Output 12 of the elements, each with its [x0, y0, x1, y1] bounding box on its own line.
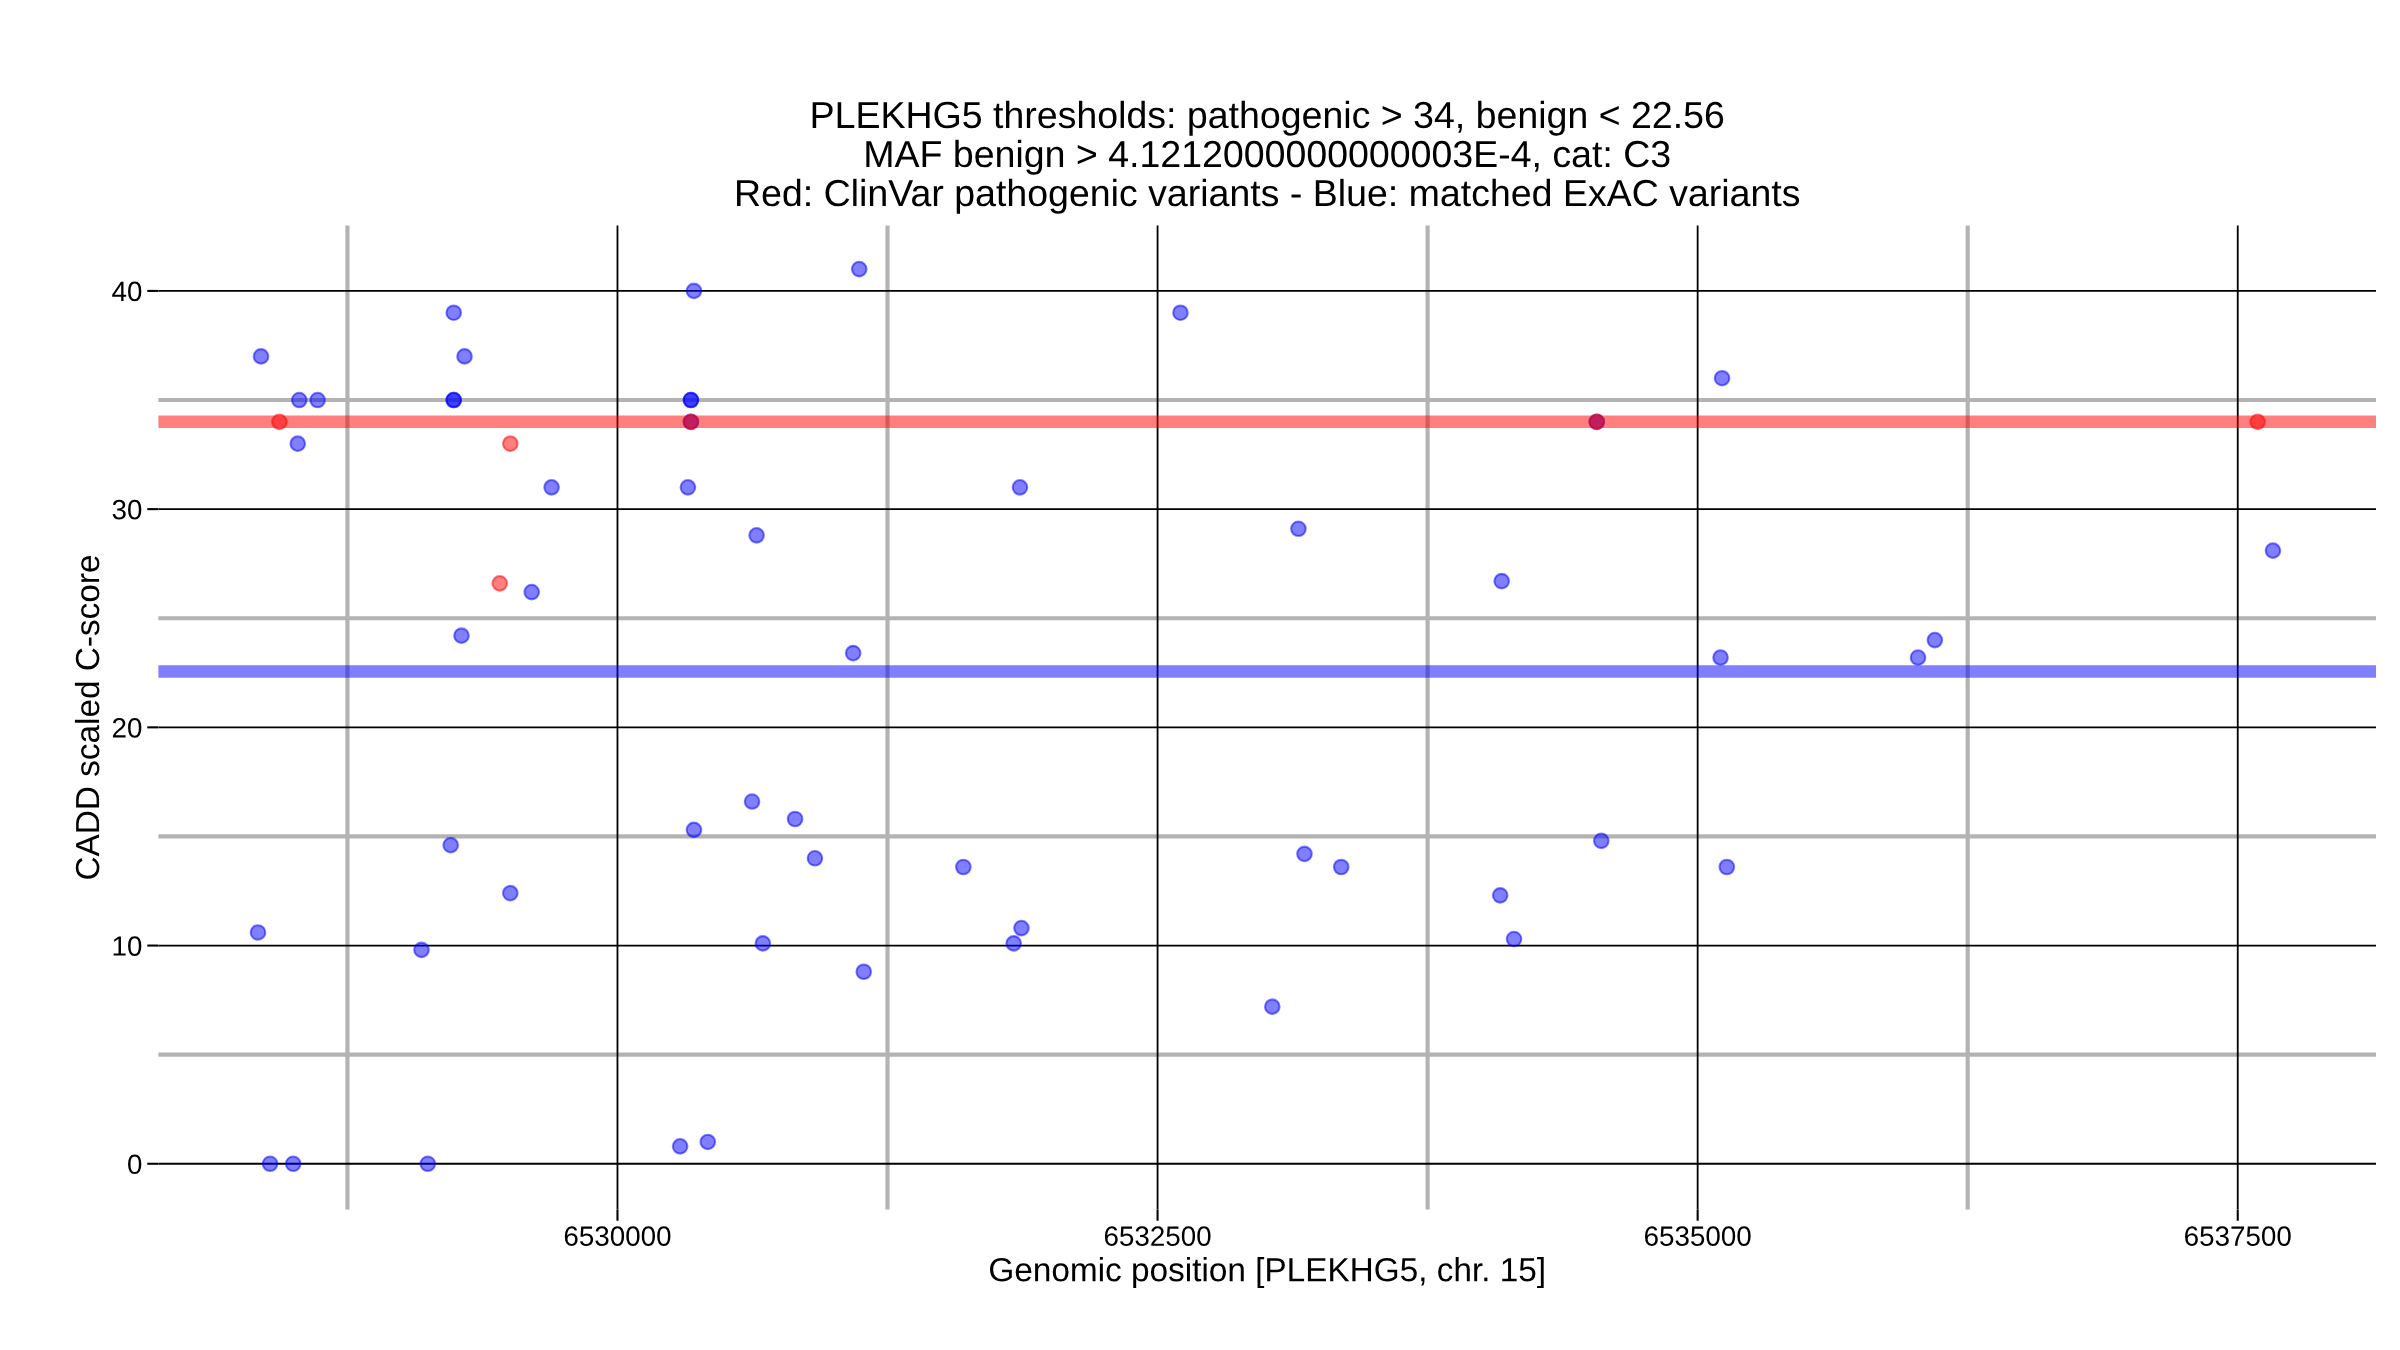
y-tick-label: 10	[113, 936, 142, 956]
x-tick-label: 6530000	[564, 1226, 671, 1246]
x-tick-label: 6537500	[2185, 1226, 2291, 1246]
y-tick-label: 30	[112, 499, 142, 520]
x-tick-label: 6532500	[1104, 1226, 1211, 1246]
y-tick-label: 20	[112, 718, 142, 738]
chart-title: PLEKHG5 thresholds: pathogenic > 34, benign < 22.56 MAF benign > 4.1212000000000003E-4, cat: C3 Red: ClinVar pathogenic variants - Blue: matched ExAC variants	[737, 100, 1800, 214]
x-axis-title: Genomic position [PLEKHG5, chr. 15]	[990, 1257, 1544, 1289]
x-tick-label: 6535000	[1645, 1226, 1751, 1246]
y-tick-label: 40	[112, 281, 142, 302]
y-tick-label: 0	[128, 1154, 142, 1175]
y-axis-title: CADD scaled C-score	[74, 556, 100, 879]
